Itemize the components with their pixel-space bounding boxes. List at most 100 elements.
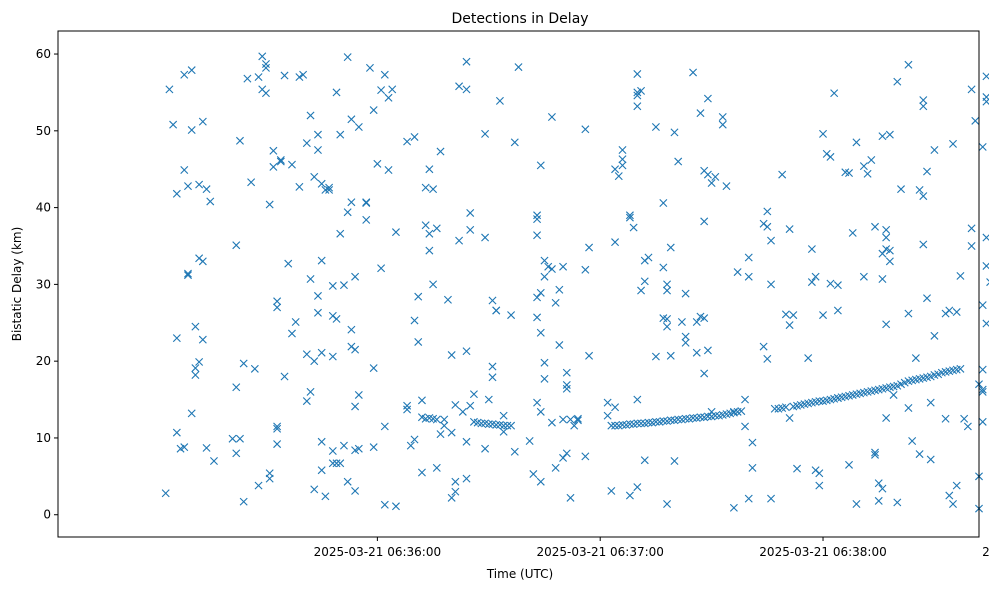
data-point (562, 449, 571, 458)
data-point (403, 137, 412, 146)
data-point (265, 200, 274, 209)
data-point (659, 199, 668, 207)
data-point (403, 405, 412, 414)
data-point (436, 430, 445, 439)
data-point (172, 189, 181, 198)
data-point-track (484, 420, 493, 429)
data-point (573, 414, 582, 423)
data-point (247, 178, 256, 187)
data-point (581, 125, 590, 134)
data-point (785, 321, 794, 330)
data-point (633, 483, 642, 492)
points-layer (161, 52, 989, 513)
data-point (570, 421, 579, 430)
data-point (410, 435, 419, 444)
data-point (555, 285, 564, 294)
data-point (585, 351, 594, 360)
data-point (499, 411, 508, 420)
data-point (536, 161, 545, 170)
data-point (198, 257, 207, 266)
data-point (284, 259, 293, 268)
y-tick-label: 30 (36, 277, 51, 291)
x-tick-label: 2025-03-21 06:38:00 (759, 545, 886, 559)
data-point (533, 313, 542, 322)
data-point (254, 481, 263, 490)
data-point (187, 409, 196, 418)
data-point-track (696, 413, 705, 422)
data-point-track (689, 413, 698, 422)
data-point (332, 314, 341, 323)
data-point (986, 278, 989, 287)
data-point (941, 414, 950, 423)
data-point (581, 265, 590, 274)
data-point (819, 129, 828, 138)
data-point (863, 169, 872, 178)
data-point (919, 96, 928, 105)
data-point (967, 85, 976, 94)
data-point (328, 447, 337, 455)
data-point-track (644, 418, 653, 427)
data-point (930, 146, 939, 155)
data-point (347, 198, 356, 207)
data-point (169, 120, 178, 129)
y-axis-label: Bistatic Delay (km) (10, 227, 24, 342)
data-point (919, 102, 928, 111)
data-point (429, 280, 438, 289)
data-point (603, 398, 612, 407)
data-point (666, 351, 675, 360)
data-point (447, 351, 456, 360)
data-point-track (492, 420, 501, 429)
data-point (362, 198, 371, 207)
data-point-track (507, 421, 516, 430)
data-point-track (625, 420, 634, 429)
data-point (410, 132, 419, 141)
data-point (447, 493, 456, 502)
x-axis-label: Time (UTC) (486, 567, 553, 581)
x-tick-label: 2025-03-21 06:37:00 (536, 545, 663, 559)
data-point (332, 459, 341, 468)
data-point (625, 491, 634, 500)
data-point (681, 332, 690, 341)
data-point (562, 380, 571, 389)
data-point (700, 369, 709, 378)
data-point (462, 474, 471, 483)
data-point (295, 73, 304, 82)
data-point (347, 115, 356, 124)
data-point (952, 308, 961, 317)
data-point (923, 167, 931, 176)
data-point-track (633, 419, 642, 428)
data-point (885, 246, 894, 255)
data-point (235, 434, 244, 443)
data-point (533, 398, 542, 407)
data-point (417, 468, 426, 477)
data-point (343, 477, 352, 486)
data-point (228, 434, 237, 443)
data-point (209, 456, 218, 465)
data-point (325, 185, 334, 194)
data-point (492, 306, 501, 315)
data-point (562, 368, 571, 377)
data-point (432, 224, 441, 233)
data-point (949, 139, 957, 148)
data-point (915, 450, 924, 459)
data-point (373, 159, 382, 168)
data-point (351, 486, 360, 495)
data-point (904, 60, 913, 69)
data-point (945, 491, 954, 500)
data-point (859, 162, 868, 171)
data-point (310, 485, 319, 494)
data-point (741, 422, 750, 431)
data-point (191, 364, 200, 373)
data-point (273, 297, 282, 306)
data-point (462, 57, 471, 66)
data-point (466, 401, 475, 410)
data-point (748, 438, 757, 447)
data-point (273, 424, 282, 433)
data-point (611, 403, 620, 412)
data-point (206, 197, 215, 206)
data-point (967, 242, 976, 250)
data-point (306, 111, 315, 120)
data-point (674, 157, 683, 166)
y-tick-label: 20 (36, 354, 51, 368)
data-point (484, 395, 493, 404)
